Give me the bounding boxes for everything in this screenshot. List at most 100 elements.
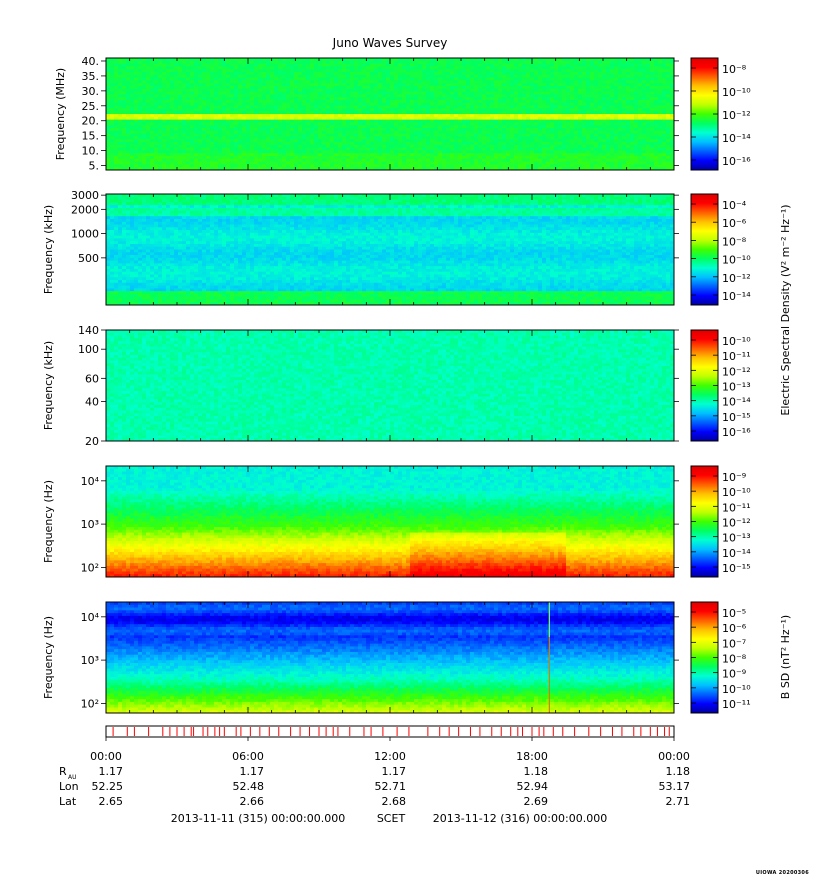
y-tick-label: 35. — [82, 70, 100, 83]
range-scet: SCET — [377, 812, 406, 825]
range-start: 2013-11-11 (315) 00:00:00.000 — [171, 812, 345, 825]
y-tick-label: 500 — [78, 252, 99, 265]
y-axis-label: Frequency (MHz) — [54, 68, 67, 160]
heatmap-cells — [106, 466, 675, 578]
ephemeris-value: 52.71 — [375, 780, 407, 793]
colorbar-tick-label: 10⁻⁸ — [722, 235, 747, 248]
colorbar-tick-label: 10⁻¹⁰ — [722, 335, 751, 348]
colorbar: 10⁻⁸ 10⁻¹⁰ 10⁻¹² 10⁻¹⁴ 10⁻¹⁶ — [690, 57, 751, 171]
colorbar-tick-label: 10⁻¹⁵ — [722, 562, 751, 575]
colorbar-tick-label: 10⁻⁸ — [722, 63, 747, 76]
y-tick-label: 2000 — [71, 203, 99, 216]
y-axis-label: Frequency (kHz) — [42, 341, 55, 430]
x-tick-label: 18:00 — [516, 750, 548, 763]
magnetic-colorbar-title: B SD (nT² Hz⁻¹) — [779, 615, 792, 699]
colorbar-tick-label: 10⁻¹⁰ — [722, 486, 751, 499]
colorbar-tick-label: 10⁻¹⁰ — [722, 254, 751, 267]
event-strip — [105, 725, 675, 741]
y-tick-label: 10² — [81, 697, 99, 710]
y-axis-label: Frequency (Hz) — [42, 480, 55, 563]
ephemeris-value: 1.17 — [382, 765, 407, 778]
colorbar-tick-label: 10⁻¹¹ — [722, 698, 751, 711]
colorbar-tick-label: 10⁻⁶ — [722, 622, 747, 635]
electric-colorbar-title: Electric Spectral Density (V² m⁻² Hz⁻¹) — [779, 204, 792, 415]
colorbar-tick-label: 10⁻¹⁶ — [722, 155, 751, 168]
ephemeris-value: 2.71 — [666, 795, 691, 808]
colorbar-tick-label: 10⁻¹⁴ — [722, 290, 751, 303]
x-tick-label: 12:00 — [374, 750, 406, 763]
ephemeris-row-label: Lat — [59, 795, 77, 808]
ephemeris-value: 1.17 — [99, 765, 124, 778]
time-axis: 00:00 06:00 12:00 18:00 00:00 R AU 1.17 1.17 1.17… — [59, 750, 690, 825]
y-tick-label: 5. — [89, 160, 100, 173]
y-axis-label: Frequency (Hz) — [42, 616, 55, 699]
colorbar-tick-label: 10⁻⁵ — [722, 607, 746, 620]
range-end: 2013-11-12 (316) 00:00:00.000 — [433, 812, 607, 825]
colorbar-tick-label: 10⁻⁴ — [722, 199, 747, 212]
colorbar-tick-label: 10⁻¹⁵ — [722, 411, 751, 424]
colorbar-tick-label: 10⁻¹⁴ — [722, 132, 751, 145]
x-tick-label: 00:00 — [90, 750, 122, 763]
ephemeris-row-sublabel: AU — [68, 774, 77, 781]
y-tick-label: 20 — [85, 435, 99, 448]
ephemeris-row-label: R — [59, 765, 67, 778]
colorbar: 10⁻⁴ 10⁻⁶ 10⁻⁸ 10⁻¹⁰ 10⁻¹² 10⁻¹⁴ — [690, 193, 751, 306]
y-tick-label: 3000 — [71, 189, 99, 202]
ephemeris-value: 2.65 — [99, 795, 124, 808]
ephemeris-row-label: Lon — [59, 780, 79, 793]
chart-title: Juno Waves Survey — [0, 36, 780, 50]
y-tick-label: 10⁴ — [81, 475, 100, 488]
y-tick-label: 40. — [82, 55, 100, 68]
colorbar-tick-label: 10⁻¹⁴ — [722, 547, 751, 560]
heatmap-cells — [106, 58, 675, 171]
y-tick-label: 25. — [82, 100, 100, 113]
colorbar-tick-label: 10⁻¹¹ — [722, 350, 751, 363]
x-tick-label: 00:00 — [658, 750, 690, 763]
y-tick-label: 10⁴ — [81, 611, 100, 624]
ephemeris-value: 52.94 — [517, 780, 549, 793]
ephemeris-value: 52.48 — [233, 780, 265, 793]
ephemeris-value: 1.18 — [666, 765, 691, 778]
colorbar: 10⁻¹⁰ 10⁻¹¹ 10⁻¹² 10⁻¹³ 10⁻¹⁴ 10⁻¹⁵ 10⁻¹⁶ — [690, 329, 751, 442]
y-tick-label: 100 — [78, 343, 99, 356]
y-tick-label: 20. — [82, 115, 100, 128]
y-tick-label: 15. — [82, 130, 100, 143]
spectrogram-panel-1: 5. 10. 15. 20. 25. 30. 35. 40. Frequency (MHz) 10… — [54, 55, 751, 173]
colorbar-tick-label: 10⁻¹² — [722, 109, 751, 122]
colorbar-tick-label: 10⁻¹¹ — [722, 501, 751, 514]
heatmap-cells — [106, 194, 675, 306]
colorbar-tick-label: 10⁻¹² — [722, 272, 751, 285]
y-tick-label: 10³ — [81, 518, 99, 531]
y-tick-label: 40 — [85, 395, 99, 408]
colorbar: 10⁻⁵ 10⁻⁶ 10⁻⁷ 10⁻⁸ 10⁻⁹ 10⁻¹⁰ 10⁻¹¹ — [690, 601, 751, 714]
ephemeris-value: 2.69 — [524, 795, 549, 808]
y-axis-label: Frequency (kHz) — [42, 205, 55, 294]
colorbar-tick-label: 10⁻¹³ — [722, 532, 751, 545]
colorbar-tick-label: 10⁻¹⁶ — [722, 426, 751, 439]
colorbar-tick-label: 10⁻¹⁴ — [722, 396, 751, 409]
colorbar-tick-label: 10⁻¹² — [722, 517, 751, 530]
ephemeris-value: 53.17 — [659, 780, 691, 793]
colorbar-tick-label: 10⁻¹³ — [722, 381, 751, 394]
y-tick-label: 10³ — [81, 654, 99, 667]
y-tick-label: 1000 — [71, 228, 99, 241]
y-tick-label: 10. — [82, 145, 100, 158]
ephemeris-value: 1.17 — [240, 765, 265, 778]
ephemeris-value: 2.68 — [382, 795, 407, 808]
heatmap-cells — [106, 602, 675, 714]
x-tick-label: 06:00 — [232, 750, 264, 763]
ephemeris-value: 2.66 — [240, 795, 265, 808]
colorbar: 10⁻⁹ 10⁻¹⁰ 10⁻¹¹ 10⁻¹² 10⁻¹³ 10⁻¹⁴ 10⁻¹⁵ — [690, 465, 751, 578]
heatmap-cells — [106, 330, 675, 442]
y-tick-label: 140 — [78, 324, 99, 337]
colorbar-tick-label: 10⁻⁹ — [722, 471, 746, 484]
colorbar-tick-label: 10⁻¹⁰ — [722, 683, 751, 696]
footnote: UIOWA 20200306 — [756, 870, 809, 876]
y-tick-label: 30. — [82, 85, 100, 98]
colorbar-tick-label: 10⁻⁸ — [722, 653, 747, 666]
y-tick-label: 10² — [81, 561, 99, 574]
